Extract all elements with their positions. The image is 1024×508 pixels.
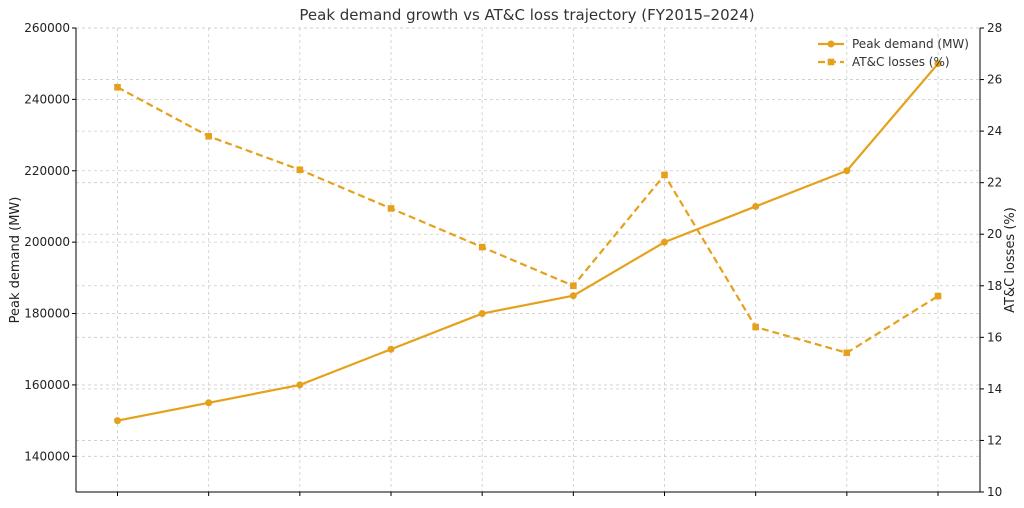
left-tick-label: 180000 <box>24 307 70 321</box>
data-point-circle <box>569 292 577 300</box>
left-tick-label: 140000 <box>24 449 70 463</box>
legend-marker-square <box>827 58 835 66</box>
data-point-square <box>114 83 121 91</box>
legend-label: AT&C losses (%) <box>852 55 950 69</box>
data-point-square <box>843 349 851 357</box>
left-tick-label: 160000 <box>24 378 70 392</box>
data-point-square <box>570 282 577 290</box>
right-tick-label: 28 <box>987 21 1002 35</box>
data-point-circle <box>478 310 486 318</box>
series-line <box>116 86 939 354</box>
chart-title: Peak demand growth vs AT&C loss trajecto… <box>299 6 754 24</box>
left-tick-label: 220000 <box>24 164 70 178</box>
right-tick-label: 22 <box>987 176 1002 190</box>
data-point-circle <box>661 238 668 246</box>
right-tick-label: 24 <box>987 124 1002 138</box>
data-point-square <box>387 205 395 212</box>
series-line <box>117 62 939 422</box>
left-tick-label: 260000 <box>24 21 70 35</box>
series-atc-losses <box>114 83 942 357</box>
data-point-square <box>661 171 668 179</box>
data-point-circle <box>114 417 121 425</box>
series-peak-demand <box>114 60 942 425</box>
legend: Peak demand (MW) AT&C losses (%) <box>818 37 969 69</box>
right-tick-label: 12 <box>987 433 1002 447</box>
legend-label: Peak demand (MW) <box>852 37 969 51</box>
data-point-circle <box>296 381 304 389</box>
data-point-circle <box>387 345 395 353</box>
data-point-square <box>752 323 759 331</box>
grid-layer <box>76 27 980 493</box>
data-point-square <box>205 132 212 140</box>
left-axis-label: Peak demand (MW) <box>8 197 23 324</box>
x-axis <box>117 492 939 496</box>
legend-marker-circle <box>827 40 835 48</box>
data-point-circle <box>205 399 213 407</box>
right-y-axis: 10 12 14 16 18 20 22 24 26 28 <box>980 21 1002 499</box>
left-tick-label: 240000 <box>24 92 70 106</box>
left-tick-label: 200000 <box>24 235 70 249</box>
data-point-circle <box>934 60 942 68</box>
right-tick-label: 26 <box>987 73 1002 87</box>
right-tick-label: 18 <box>987 279 1002 293</box>
right-axis-label: AT&C losses (%) <box>1003 207 1018 313</box>
right-tick-label: 20 <box>987 227 1002 241</box>
right-tick-label: 10 <box>987 485 1002 499</box>
data-point-circle <box>843 167 851 175</box>
data-point-square <box>934 292 942 300</box>
series-layer <box>114 60 942 425</box>
right-tick-label: 16 <box>987 330 1002 344</box>
axes-spines <box>75 28 981 493</box>
data-point-square <box>478 243 486 251</box>
data-point-circle <box>752 202 760 210</box>
right-tick-label: 14 <box>987 382 1002 396</box>
left-y-axis: 140000 160000 180000 200000 220000 240000 2600… <box>24 21 76 463</box>
data-point-square <box>296 166 304 174</box>
